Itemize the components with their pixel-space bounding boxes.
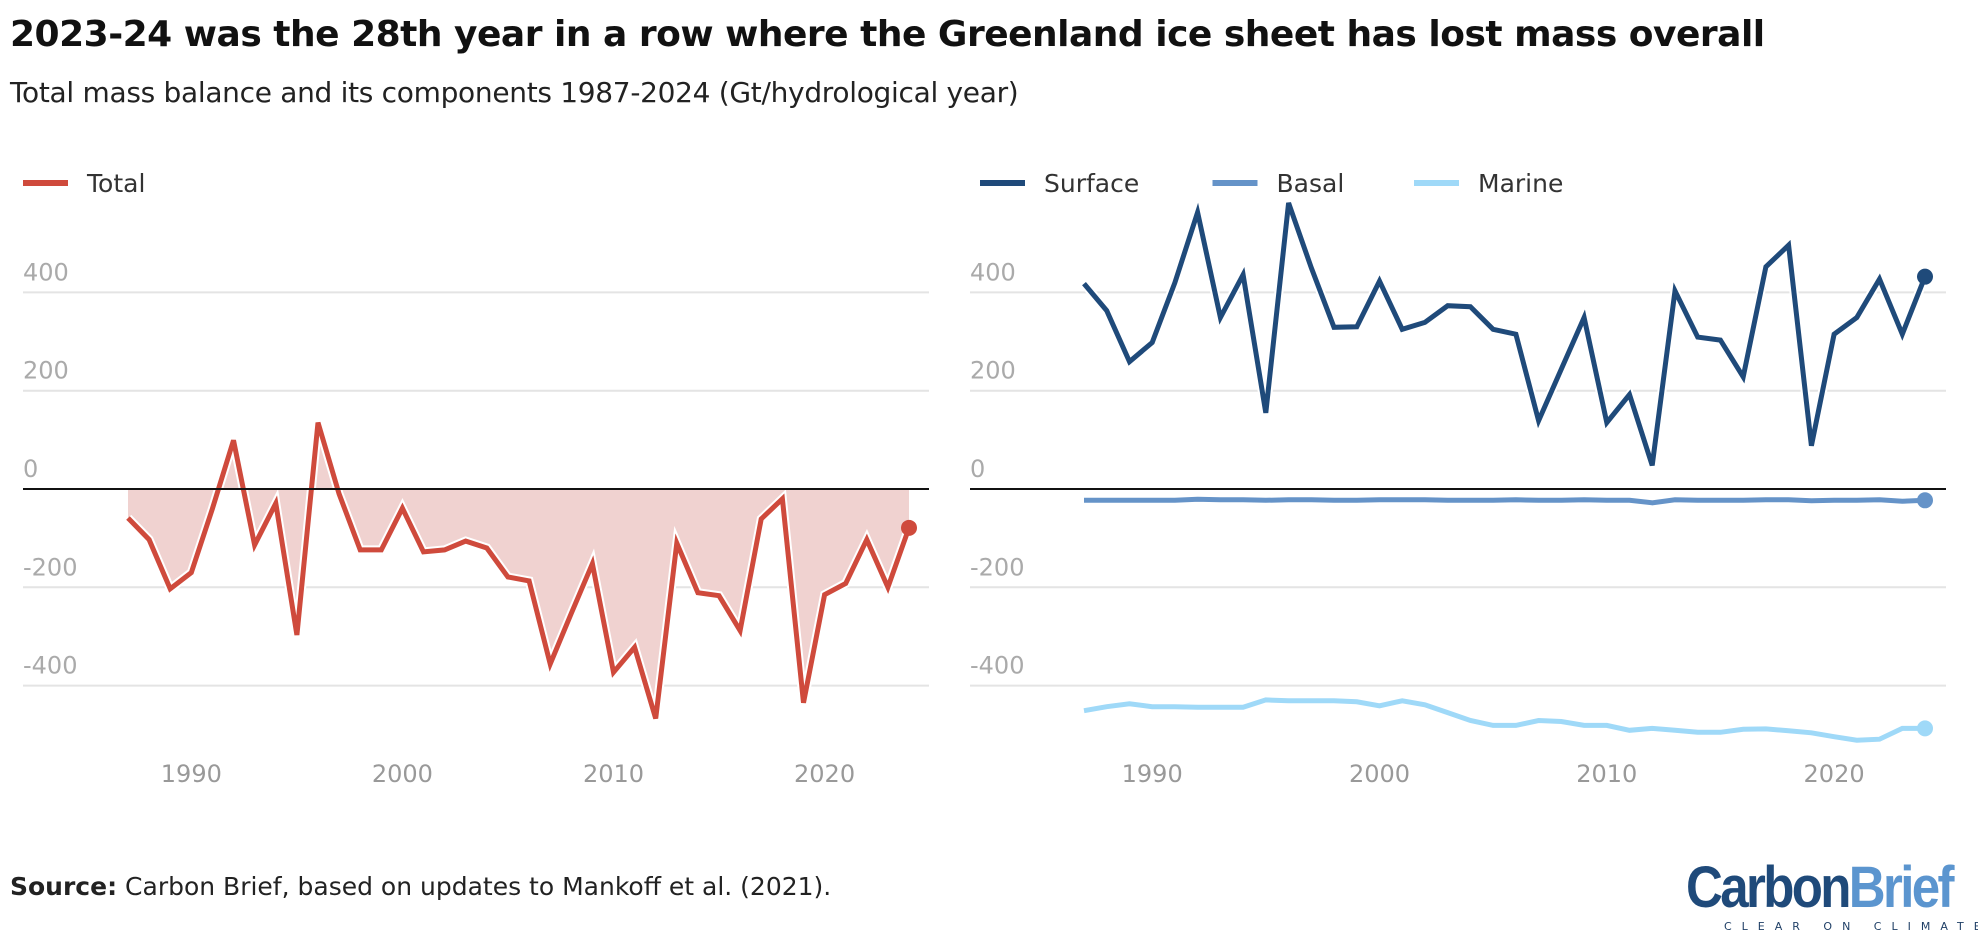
y-tick-label: -200 [23,553,77,581]
y-tick-label: 200 [23,357,69,385]
logo-part-carbon: Carbon [1686,855,1851,920]
y-tick-label: 0 [23,455,38,483]
x-tick-label: 2000 [1349,760,1410,788]
x-tick-label: 2020 [794,760,855,788]
legend-label-basal: Basal [1277,169,1345,198]
y-tick-label: -200 [970,553,1024,581]
y-tick-label: 200 [970,357,1016,385]
line-basal [1084,496,1926,506]
source-label: Source: [10,872,118,901]
chart-subtitle: Total mass balance and its components 19… [10,76,1019,109]
legend-label-surface: Surface [1044,169,1139,198]
y-tick-label: -400 [23,652,77,680]
y-tick-label: 0 [970,455,985,483]
source-note: Source: Carbon Brief, based on updates t… [10,872,831,901]
line-surface [1082,202,1928,467]
x-tick-label: 1990 [161,760,222,788]
chart-title: 2023-24 was the 28th year in a row where… [10,14,1765,55]
legend-label-marine: Marine [1478,169,1563,198]
legend-label-total: Total [86,169,145,198]
carbon-brief-logo: CarbonBrief CLEAR ON CLIMATE [1686,855,1978,942]
data-point-surface [1917,268,1933,285]
y-tick-label: 400 [23,258,69,286]
y-tick-label: -400 [970,652,1024,680]
data-point-marine [1917,720,1933,737]
source-text: Carbon Brief, based on updates to Mankof… [117,872,832,901]
x-tick-label: 1990 [1122,760,1183,788]
line-marine [1083,697,1925,743]
logo-part-brief: Brief [1848,855,1955,920]
x-tick-label: 2020 [1804,760,1865,788]
data-point-total [901,519,917,536]
data-point-basal [1917,492,1933,509]
y-tick-label: 400 [970,258,1016,286]
area-total [128,422,909,719]
line-total [126,421,912,720]
x-tick-label: 2010 [1576,760,1637,788]
logo-tagline: CLEAR ON CLIMATE [1724,920,1978,933]
x-tick-label: 2010 [583,760,644,788]
x-tick-label: 2000 [372,760,433,788]
